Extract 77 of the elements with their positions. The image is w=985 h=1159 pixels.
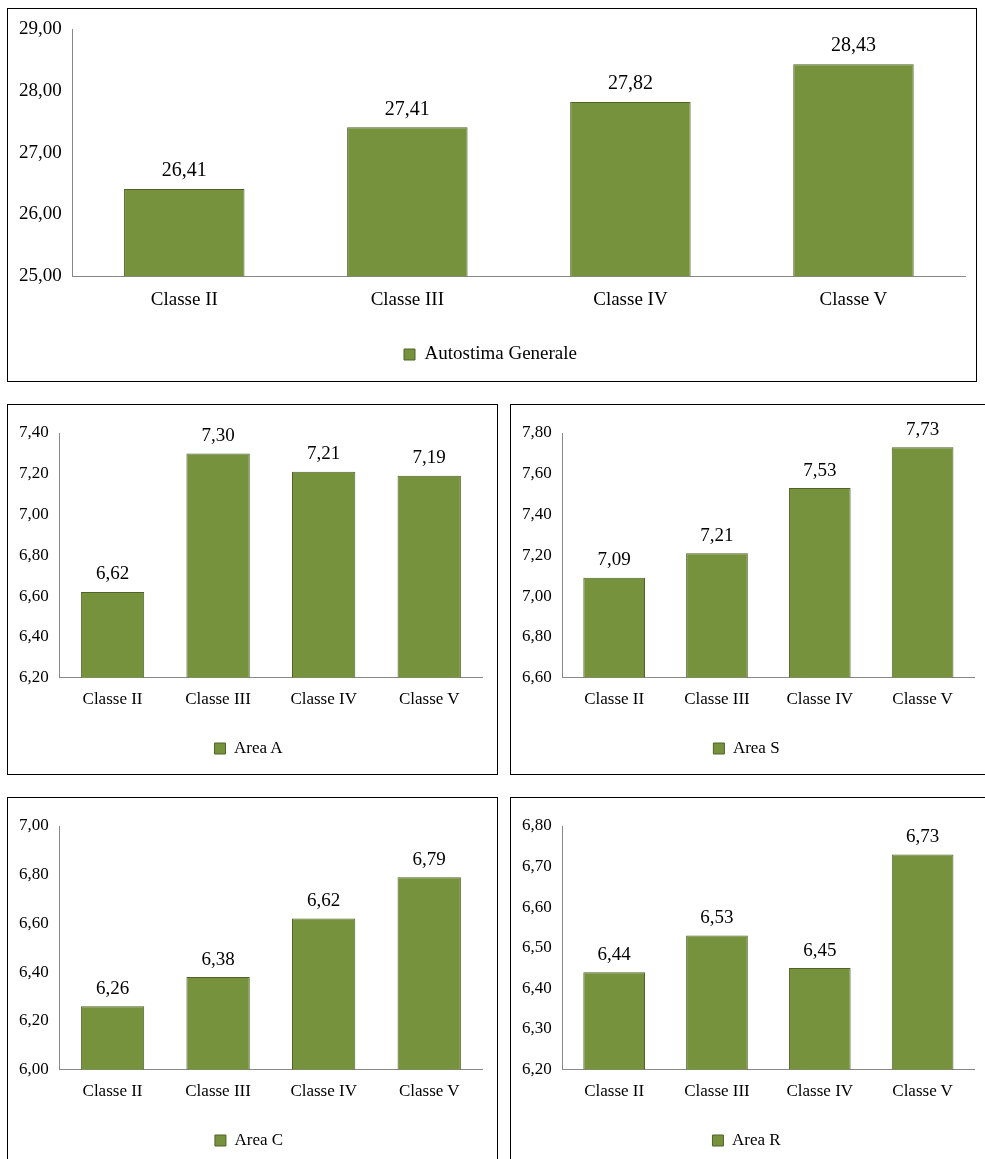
y-tick-label: 7,20 [19,463,49,483]
data-label: 27,82 [607,71,653,94]
x-tick-label: Classe IV [593,287,668,309]
y-tick-label: 6,60 [522,667,552,687]
y-tick-label: 6,20 [19,1010,49,1030]
y-tick-label: 28,00 [19,78,62,100]
x-tick-label: Classe V [398,1081,461,1101]
data-label: 7,30 [201,423,235,445]
y-tick-label: 6,00 [19,1059,49,1079]
x-tick-label: Classe III [185,1081,252,1101]
legend-label: Autostima Generale [424,342,577,364]
data-label: 6,53 [700,906,734,928]
x-tick-label: Classe III [370,287,445,309]
x-tick-label: Classe II [584,1081,645,1101]
x-tick-label: Classe IV [786,1081,854,1101]
y-tick-label: 6,20 [522,1059,552,1079]
y-tick-label: 6,80 [19,864,49,884]
x-tick-label: Classe IV [290,689,358,709]
data-label: 6,62 [95,562,130,584]
y-tick-label: 6,80 [522,815,552,835]
y-tick-label: 6,80 [19,544,49,564]
y-tick-label: 7,80 [522,422,552,442]
x-tick-label: Classe II [584,689,645,709]
y-tick-label: 6,80 [522,626,552,646]
y-tick-label: 7,40 [522,504,552,523]
data-label: 6,26 [95,976,130,998]
x-tick-label: Classe IV [786,689,854,709]
x-tick-label: Classe V [892,1081,954,1101]
y-tick-label: 6,40 [19,626,49,646]
x-tick-label: Classe IV [290,1081,358,1101]
legend-label: Area S [732,737,780,757]
y-tick-label: 7,60 [522,463,552,483]
data-label: 7,21 [700,523,734,545]
x-tick-label: Classe II [82,689,143,709]
x-tick-label: Classe II [82,1081,143,1101]
x-tick-label: Classe V [398,689,461,709]
y-tick-label: 25,00 [19,264,62,286]
data-label: 7,73 [905,417,940,439]
x-tick-label: Classe II [150,287,218,309]
y-tick-label: 6,70 [522,856,552,876]
y-tick-label: 6,60 [19,585,49,605]
y-tick-label: 26,00 [19,202,62,224]
data-label: 6,73 [905,824,940,846]
y-tick-label: 7,00 [19,815,49,835]
y-tick-label: 7,20 [522,544,552,564]
data-label: 7,21 [307,442,341,464]
data-label: 6,44 [597,942,632,964]
legend-label: Area R [731,1129,782,1149]
y-tick-label: 6,50 [522,937,552,957]
y-tick-label: 7,40 [19,422,49,442]
data-label: 7,19 [412,446,446,468]
x-tick-label: Classe V [819,287,888,309]
y-tick-label: 6,40 [19,961,49,981]
data-label: 7,53 [803,458,837,480]
y-tick-label: 29,00 [19,16,62,38]
data-label: 6,38 [201,947,235,969]
y-tick-label: 27,00 [19,140,62,162]
data-label: 7,09 [597,548,631,570]
data-label: 6,62 [307,889,341,911]
x-tick-label: Classe III [185,689,252,709]
x-tick-label: Classe III [684,1081,751,1101]
y-tick-label: 6,60 [522,896,552,916]
y-tick-label: 6,60 [19,912,49,932]
y-tick-label: 7,00 [19,504,49,523]
y-tick-label: 7,00 [522,585,552,605]
y-tick-label: 6,20 [19,667,49,687]
x-tick-label: Classe III [684,689,751,709]
y-tick-label: 6,30 [522,1018,552,1038]
data-label: 6,45 [803,938,837,960]
data-label: 28,43 [830,33,876,56]
x-tick-label: Classe V [892,689,954,709]
data-label: 6,79 [412,847,446,869]
y-tick-label: 6,40 [522,977,552,997]
legend-label: Area C [234,1129,284,1149]
data-label: 26,41 [161,158,207,181]
data-label: 27,41 [384,96,430,119]
legend-label: Area A [233,737,284,757]
